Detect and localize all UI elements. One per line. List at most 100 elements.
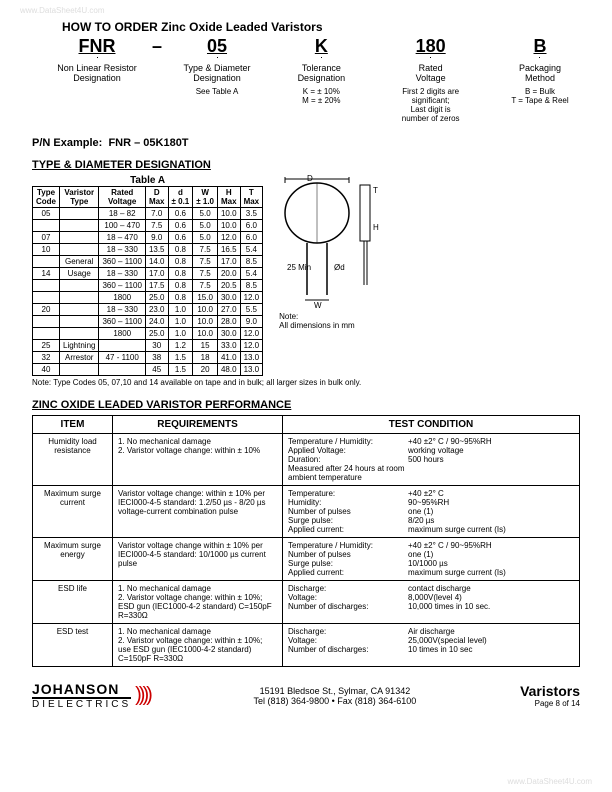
table-a-footnote: Note: Type Codes 05, 07,10 and 14 availa… <box>32 378 580 387</box>
table-cell: 0.6 <box>168 220 193 232</box>
ordering-col: FNRNon Linear Resistor Designation <box>52 36 142 123</box>
table-cell: 7.5 <box>193 256 218 268</box>
table-cell: 17.5 <box>145 280 168 292</box>
table-cell: 18 – 470 <box>99 232 145 244</box>
table-cell: 8.5 <box>240 280 263 292</box>
table-cell: 13.0 <box>240 352 263 364</box>
perf-requirements: Varistor voltage change within ± 10% per… <box>113 538 283 581</box>
table-cell: 6.0 <box>240 232 263 244</box>
pn-example-value: FNR – 05K180T <box>108 137 188 149</box>
table-cell: 0.8 <box>168 244 193 256</box>
svg-text:W: W <box>314 301 322 310</box>
svg-text:H: H <box>373 223 379 232</box>
table-cell: 48.0 <box>217 364 240 376</box>
perf-test-condition: Temperature / Humidity:+40 ±2° C / 90~95… <box>283 538 580 581</box>
table-cell: 23.0 <box>145 304 168 316</box>
table-cell <box>99 340 145 352</box>
table-a-header: d ± 0.1 <box>168 187 193 208</box>
table-cell <box>60 292 99 304</box>
table-cell: 360 – 1100 <box>99 316 145 328</box>
ordering-dash: – <box>142 36 172 123</box>
svg-text:25 Min: 25 Min <box>287 263 311 272</box>
table-a: Type CodeVaristor TypeRated VoltageD Max… <box>32 186 263 376</box>
table-cell: 27.0 <box>217 304 240 316</box>
table-a-header: Rated Voltage <box>99 187 145 208</box>
table-cell: 0.8 <box>168 292 193 304</box>
perf-header: REQUIREMENTS <box>113 416 283 434</box>
table-cell: 5.5 <box>240 304 263 316</box>
table-a-heading: TYPE & DIAMETER DESIGNATION <box>32 159 580 171</box>
table-cell: 18 <box>193 352 218 364</box>
table-cell: 24.0 <box>145 316 168 328</box>
ordering-col: 180Rated VoltageFirst 2 digits are signi… <box>381 36 481 123</box>
table-cell: 12.0 <box>217 232 240 244</box>
table-cell <box>60 328 99 340</box>
table-cell <box>60 304 99 316</box>
table-cell: 5.0 <box>193 208 218 220</box>
table-cell: 38 <box>145 352 168 364</box>
ordering-code: 05 <box>172 36 262 57</box>
table-cell: 17.0 <box>145 268 168 280</box>
perf-row: Maximum surge currentVaristor voltage ch… <box>33 486 580 538</box>
table-cell: 10.0 <box>217 220 240 232</box>
table-cell <box>60 220 99 232</box>
table-cell: Lightning <box>60 340 99 352</box>
table-cell: 18 – 330 <box>99 268 145 280</box>
table-a-header: D Max <box>145 187 168 208</box>
table-cell: 12.0 <box>240 292 263 304</box>
company-division: DIELECTRICS <box>32 697 131 710</box>
table-cell <box>60 364 99 376</box>
table-cell: 360 – 1100 <box>99 256 145 268</box>
table-cell: 32 <box>33 352 60 364</box>
table-cell <box>99 364 145 376</box>
table-row: 2018 – 33023.01.010.027.05.5 <box>33 304 263 316</box>
perf-test-condition: Temperature / Humidity:+40 ±2° C / 90~95… <box>283 434 580 486</box>
table-cell: 1.5 <box>168 364 193 376</box>
table-cell: 45 <box>145 364 168 376</box>
table-cell: 1800 <box>99 328 145 340</box>
ordering-col: 05Type & Diameter DesignationSee Table A <box>172 36 262 123</box>
table-cell <box>33 316 60 328</box>
table-row: 32Arrestor47 - 1100381.51841.013.0 <box>33 352 263 364</box>
table-cell: 15 <box>193 340 218 352</box>
table-cell: 12.0 <box>240 340 263 352</box>
table-cell: 100 – 470 <box>99 220 145 232</box>
table-cell: 7.5 <box>193 244 218 256</box>
table-cell: 8.5 <box>240 256 263 268</box>
table-cell: 30 <box>145 340 168 352</box>
footer-contact: Tel (818) 364-9800 • Fax (818) 364-6100 <box>254 696 417 706</box>
table-row: 100 – 4707.50.65.010.06.0 <box>33 220 263 232</box>
table-cell: 14.0 <box>145 256 168 268</box>
perf-item: ESD test <box>33 624 113 667</box>
pn-example-label: P/N Example: <box>32 137 102 149</box>
perf-item: Maximum surge energy <box>33 538 113 581</box>
ordering-label: Tolerance Designation <box>281 63 361 83</box>
table-a-caption: Table A <box>32 175 263 186</box>
table-cell: 10.0 <box>217 208 240 220</box>
table-cell: 14 <box>33 268 60 280</box>
footer-page: Page 8 of 14 <box>520 699 580 708</box>
table-cell: 1.0 <box>168 304 193 316</box>
page-title: HOW TO ORDER Zinc Oxide Leaded Varistors <box>62 20 580 34</box>
table-row: 0518 – 827.00.65.010.03.5 <box>33 208 263 220</box>
perf-requirements: 1. No mechanical damage 2. Varistor volt… <box>113 624 283 667</box>
perf-row: Maximum surge energyVaristor voltage cha… <box>33 538 580 581</box>
perf-requirements: 1. No mechanical damage 2. Varistor volt… <box>113 434 283 486</box>
table-cell: 20.5 <box>217 280 240 292</box>
ordering-label: Packaging Method <box>500 63 580 83</box>
table-cell: 0.6 <box>168 232 193 244</box>
table-cell: Usage <box>60 268 99 280</box>
table-a-header: Varistor Type <box>60 187 99 208</box>
footer-product: Varistors <box>520 683 580 699</box>
ordering-note: K = ± 10% M = ± 20% <box>281 87 361 105</box>
table-cell: 17.0 <box>217 256 240 268</box>
table-cell: 05 <box>33 208 60 220</box>
table-cell: 25 <box>33 340 60 352</box>
performance-table: ITEMREQUIREMENTSTEST CONDITION Humidity … <box>32 415 580 667</box>
perf-test-condition: Discharge:contact dischargeVoltage:8,000… <box>283 581 580 624</box>
ordering-code: B <box>500 36 580 57</box>
footer-address: 15191 Bledsoe St., Sylmar, CA 91342 <box>254 686 417 696</box>
table-cell <box>60 244 99 256</box>
table-cell <box>33 280 60 292</box>
table-cell: 7.5 <box>193 268 218 280</box>
